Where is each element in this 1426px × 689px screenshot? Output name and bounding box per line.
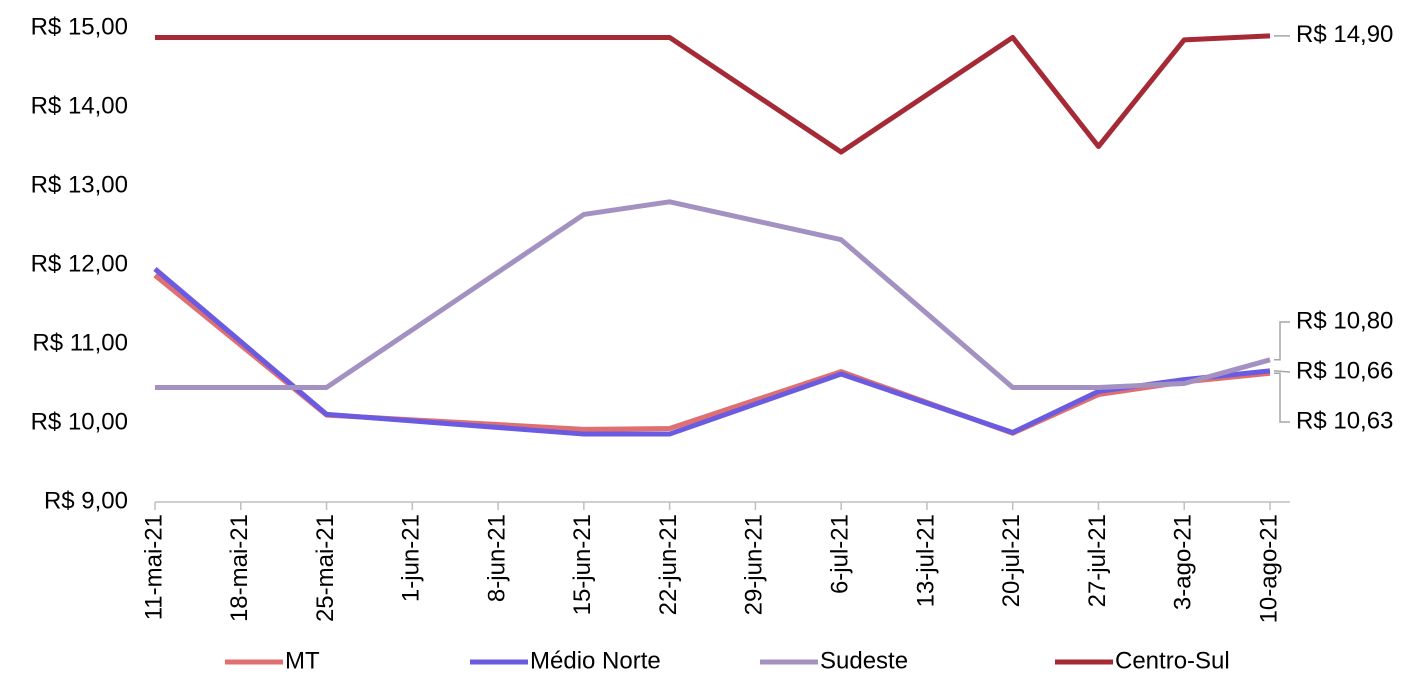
leader-line (1273, 370, 1291, 373)
x-tick-label: 25-mai-21 (312, 514, 339, 622)
y-tick-label: R$ 13,00 (31, 171, 128, 198)
y-tick-label: R$ 11,00 (32, 329, 128, 356)
leader-line (1274, 372, 1290, 423)
legend-label: Sudeste (820, 647, 908, 674)
x-tick-label: 20-jul-21 (998, 514, 1025, 607)
series-line (155, 199, 1271, 390)
x-tick-label: 1-jun-21 (398, 514, 425, 602)
x-tick-label: 11-mai-21 (140, 514, 167, 620)
end-label: R$ 14,90 (1296, 21, 1393, 48)
series-line (155, 33, 1271, 155)
y-tick-label: R$ 15,00 (31, 13, 128, 40)
x-tick-label: 10-ago-21 (1255, 514, 1282, 623)
x-tick-label: 13-jul-21 (912, 514, 939, 607)
y-tick-label: R$ 9,00 (44, 487, 128, 514)
x-tick-label: 22-jun-21 (655, 514, 682, 615)
x-tick-label: 29-jun-21 (741, 514, 768, 615)
end-label: R$ 10,80 (1296, 307, 1393, 334)
x-tick-label: 15-jun-21 (569, 514, 596, 615)
x-tick-label: 18-mai-21 (226, 514, 253, 622)
series-line (153, 267, 1271, 437)
x-tick-label: 3-ago-21 (1170, 514, 1197, 610)
legend-label: MT (285, 647, 320, 674)
end-label: R$ 10,63 (1296, 407, 1393, 434)
legend-label: Centro-Sul (1115, 647, 1230, 674)
x-tick-label: 27-jul-21 (1084, 514, 1111, 607)
leader-line (1274, 321, 1290, 361)
y-tick-label: R$ 14,00 (31, 92, 128, 119)
x-tick-label: 8-jun-21 (483, 514, 510, 602)
legend-label: Médio Norte (530, 647, 661, 674)
y-tick-label: R$ 10,00 (31, 408, 128, 435)
y-tick-label: R$ 12,00 (31, 250, 128, 277)
end-label: R$ 10,66 (1296, 357, 1393, 384)
x-tick-label: 6-jul-21 (826, 514, 853, 594)
